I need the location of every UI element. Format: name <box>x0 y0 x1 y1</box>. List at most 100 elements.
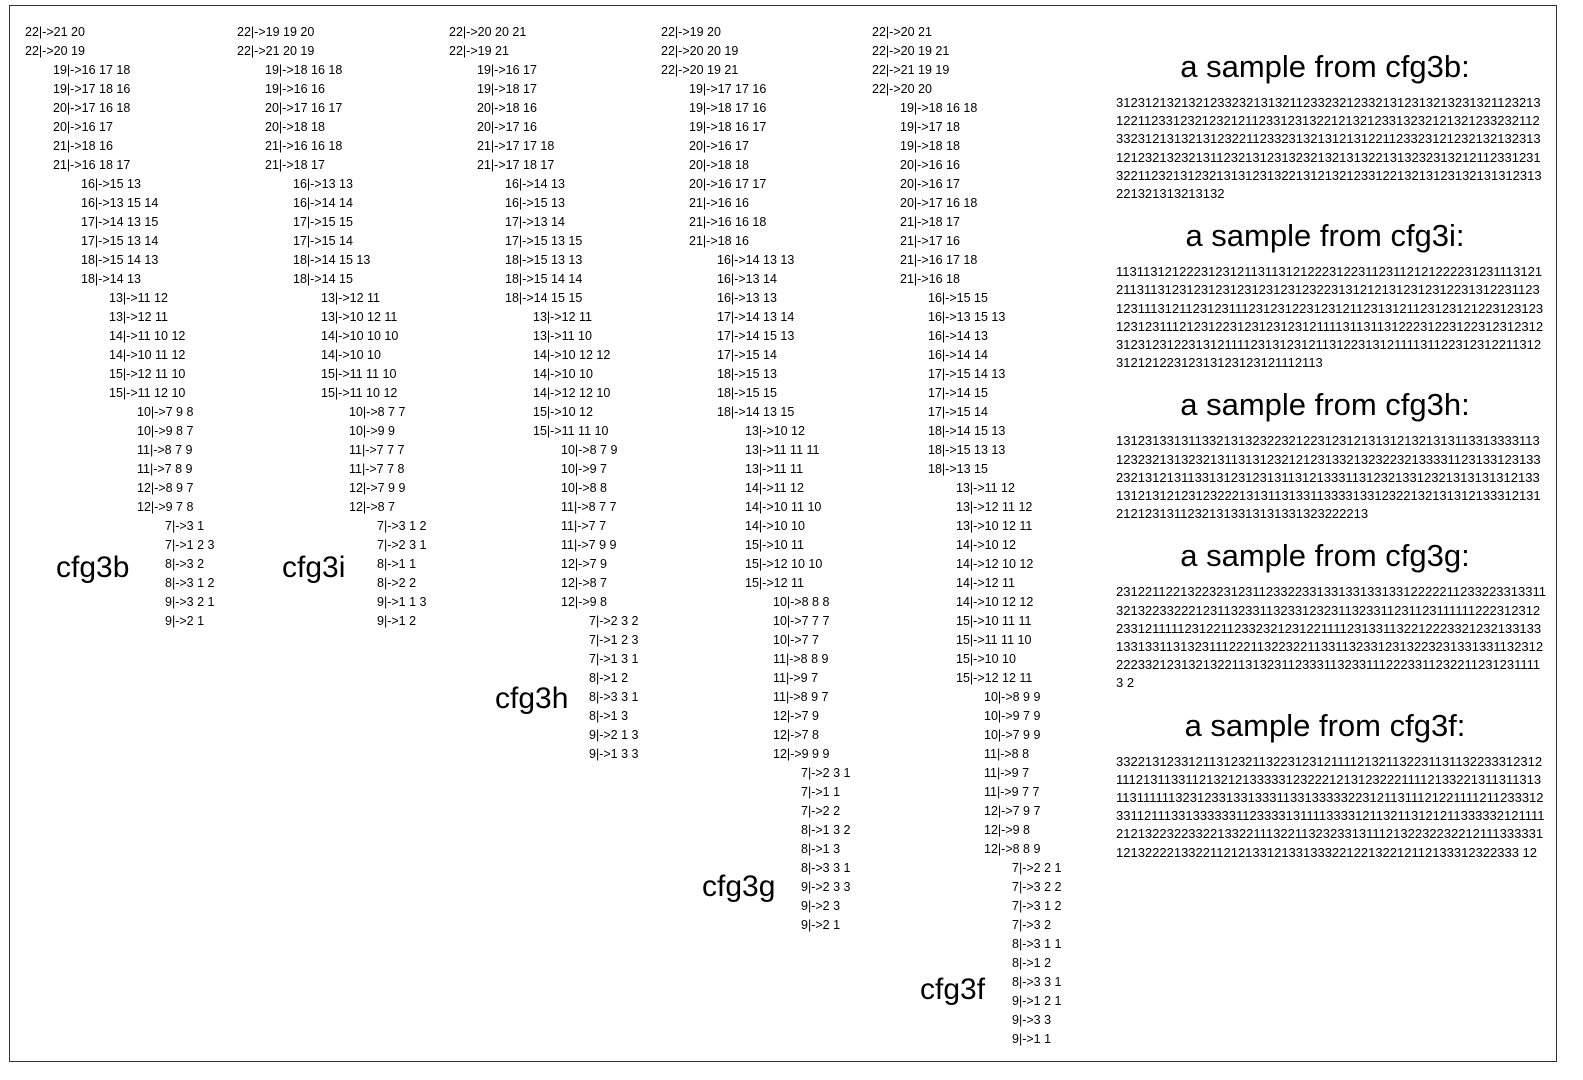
grammar-rule: 21|->16 17 18 <box>900 253 978 267</box>
grammar-rule: 22|->21 19 19 <box>872 63 950 77</box>
grammar-rule: 7|->2 3 1 <box>801 766 851 780</box>
grammar-rule: 7|->1 2 3 <box>589 633 639 647</box>
grammar-rule: 20|->16 17 <box>900 177 960 191</box>
grammar-rule: 19|->18 17 16 <box>689 101 767 115</box>
grammar-rule: 18|->15 15 <box>717 386 777 400</box>
grammar-rule: 15|->11 12 10 <box>109 386 186 400</box>
sample-text: 3322131233121131232113223123121111213211… <box>1116 753 1545 860</box>
grammar-name-cfg3h: cfg3h <box>495 682 569 715</box>
grammar-rule: 8|->1 2 <box>1012 956 1052 970</box>
sample-cfg3f: a sample from cfg3f: 3322131233121131232… <box>1116 707 1546 862</box>
grammar-rule: 18|->14 13 15 <box>717 405 795 419</box>
grammar-rule: 16|->14 13 <box>928 329 988 343</box>
grammar-rule: 9|->2 3 3 <box>801 880 851 894</box>
grammar-rule: 11|->7 7 <box>561 519 607 533</box>
grammar-rule: 11|->7 7 7 <box>349 443 405 457</box>
grammar-rule: 15|->11 11 10 <box>956 633 1032 647</box>
grammar-rule: 18|->15 13 <box>717 367 777 381</box>
grammar-rule: 11|->8 7 7 <box>561 500 617 514</box>
sample-text: 3123121321321233232131321123323212332131… <box>1116 95 1542 202</box>
grammar-rule: 16|->14 13 13 <box>717 253 795 267</box>
figure-frame <box>9 5 1557 1062</box>
grammar-rule: 19|->17 18 16 <box>53 82 131 96</box>
grammar-rule: 13|->11 10 <box>533 329 592 343</box>
grammar-rule: 9|->2 3 <box>801 899 841 913</box>
grammar-rule: 15|->10 12 <box>533 405 593 419</box>
grammar-rule: 18|->14 15 13 <box>293 253 371 267</box>
grammar-rule: 18|->14 13 <box>81 272 141 286</box>
grammar-rule: 22|->20 20 19 <box>661 44 739 58</box>
grammar-rule: 9|->2 1 <box>165 614 205 628</box>
sample-title: a sample from cfg3h: <box>1180 387 1470 423</box>
grammar-rule: 12|->9 7 8 <box>137 500 194 514</box>
grammar-rule: 9|->1 1 <box>1012 1032 1052 1046</box>
grammar-rule: 12|->8 7 <box>349 500 395 514</box>
grammar-rule: 14|->11 12 <box>745 481 804 495</box>
grammar-rule: 8|->1 3 <box>801 842 841 856</box>
grammar-rule: 14|->10 11 10 <box>745 500 822 514</box>
grammar-rule: 7|->1 3 1 <box>589 652 639 666</box>
grammar-rule: 13|->10 12 11 <box>956 519 1033 533</box>
grammar-rule: 20|->17 16 18 <box>900 196 978 210</box>
grammar-rule: 13|->11 12 <box>109 291 168 305</box>
grammar-rule: 20|->18 18 <box>689 158 749 172</box>
samples-panel: a sample from cfg3b: 3123121321321233232… <box>1116 48 1546 876</box>
grammar-rule: 16|->13 15 13 <box>928 310 1006 324</box>
grammar-rule: 8|->1 1 <box>377 557 417 571</box>
grammar-rule: 8|->3 2 <box>165 557 205 571</box>
grammar-rule: 9|->1 2 <box>377 614 417 628</box>
grammar-rule: 7|->1 1 <box>801 785 841 799</box>
grammar-rule: 12|->7 9 <box>561 557 607 571</box>
grammar-rule: 14|->10 10 <box>321 348 381 362</box>
grammar-rule: 10|->9 7 <box>561 462 607 476</box>
grammar-rule: 16|->13 13 <box>293 177 353 191</box>
grammar-rule: 12|->8 8 9 <box>984 842 1041 856</box>
grammar-rule: 10|->9 8 7 <box>137 424 194 438</box>
grammar-rule: 17|->15 14 13 <box>928 367 1006 381</box>
grammar-rule: 11|->9 7 7 <box>984 785 1040 799</box>
grammar-rule: 17|->15 14 <box>717 348 777 362</box>
grammar-rule: 7|->3 1 2 <box>1012 899 1062 913</box>
grammar-rule: 19|->18 18 <box>900 139 960 153</box>
grammar-rule: 7|->1 2 3 <box>165 538 215 552</box>
grammar-rule: 21|->17 16 <box>900 234 960 248</box>
sample-cfg3b: a sample from cfg3b: 3123121321321233232… <box>1116 48 1546 203</box>
grammar-rule: 19|->16 16 <box>265 82 325 96</box>
grammar-rule: 15|->12 11 10 <box>109 367 186 381</box>
grammar-rule: 13|->10 12 <box>745 424 805 438</box>
grammar-rule: 17|->15 13 15 <box>505 234 583 248</box>
grammar-cfg3h: 22|->20 20 21 22|->19 21 19|->16 17 19|->18… <box>449 23 638 764</box>
grammar-rule: 17|->15 14 <box>928 405 988 419</box>
grammar-rule: 22|->20 20 21 <box>449 25 527 39</box>
grammar-rule: 14|->12 10 12 <box>956 557 1034 571</box>
grammar-rule: 17|->15 15 <box>293 215 353 229</box>
grammar-rule: 20|->18 18 <box>265 120 325 134</box>
grammar-rule: 21|->17 17 18 <box>477 139 555 153</box>
grammar-rule: 10|->8 7 7 <box>349 405 406 419</box>
grammar-rule: 13|->11 12 <box>956 481 1015 495</box>
grammar-rule: 7|->2 2 <box>801 804 841 818</box>
grammar-rule: 7|->2 3 1 <box>377 538 427 552</box>
grammar-rule: 13|->11 11 <box>745 462 804 476</box>
grammar-rule: 8|->1 3 2 <box>801 823 851 837</box>
sample-title: a sample from cfg3b: <box>1180 49 1470 84</box>
grammar-rule: 21|->18 17 <box>900 215 960 229</box>
sample-cfg3g: a sample from cfg3g: 2312211221322323123… <box>1116 537 1546 692</box>
grammar-rule: 18|->14 15 <box>293 272 353 286</box>
grammar-rule: 21|->16 18 <box>900 272 960 286</box>
grammar-rule: 14|->10 12 <box>956 538 1016 552</box>
grammar-rule: 15|->12 11 <box>745 576 804 590</box>
grammar-rule: 17|->14 13 15 <box>81 215 159 229</box>
grammar-rule: 19|->18 16 18 <box>900 101 978 115</box>
grammar-rule: 8|->1 3 <box>589 709 629 723</box>
grammar-rule: 12|->8 9 7 <box>137 481 194 495</box>
grammar-rule: 13|->12 11 <box>321 291 380 305</box>
grammar-rule: 20|->17 16 18 <box>53 101 131 115</box>
grammar-rule: 15|->10 11 <box>745 538 804 552</box>
grammar-rule: 7|->3 1 <box>165 519 205 533</box>
grammar-rule: 13|->11 11 11 <box>745 443 820 457</box>
grammar-rule: 8|->3 1 1 <box>1012 937 1062 951</box>
grammar-rule: 22|->20 19 21 <box>661 63 739 77</box>
grammar-rule: 20|->18 16 <box>477 101 537 115</box>
grammar-rule: 15|->11 10 12 <box>321 386 398 400</box>
